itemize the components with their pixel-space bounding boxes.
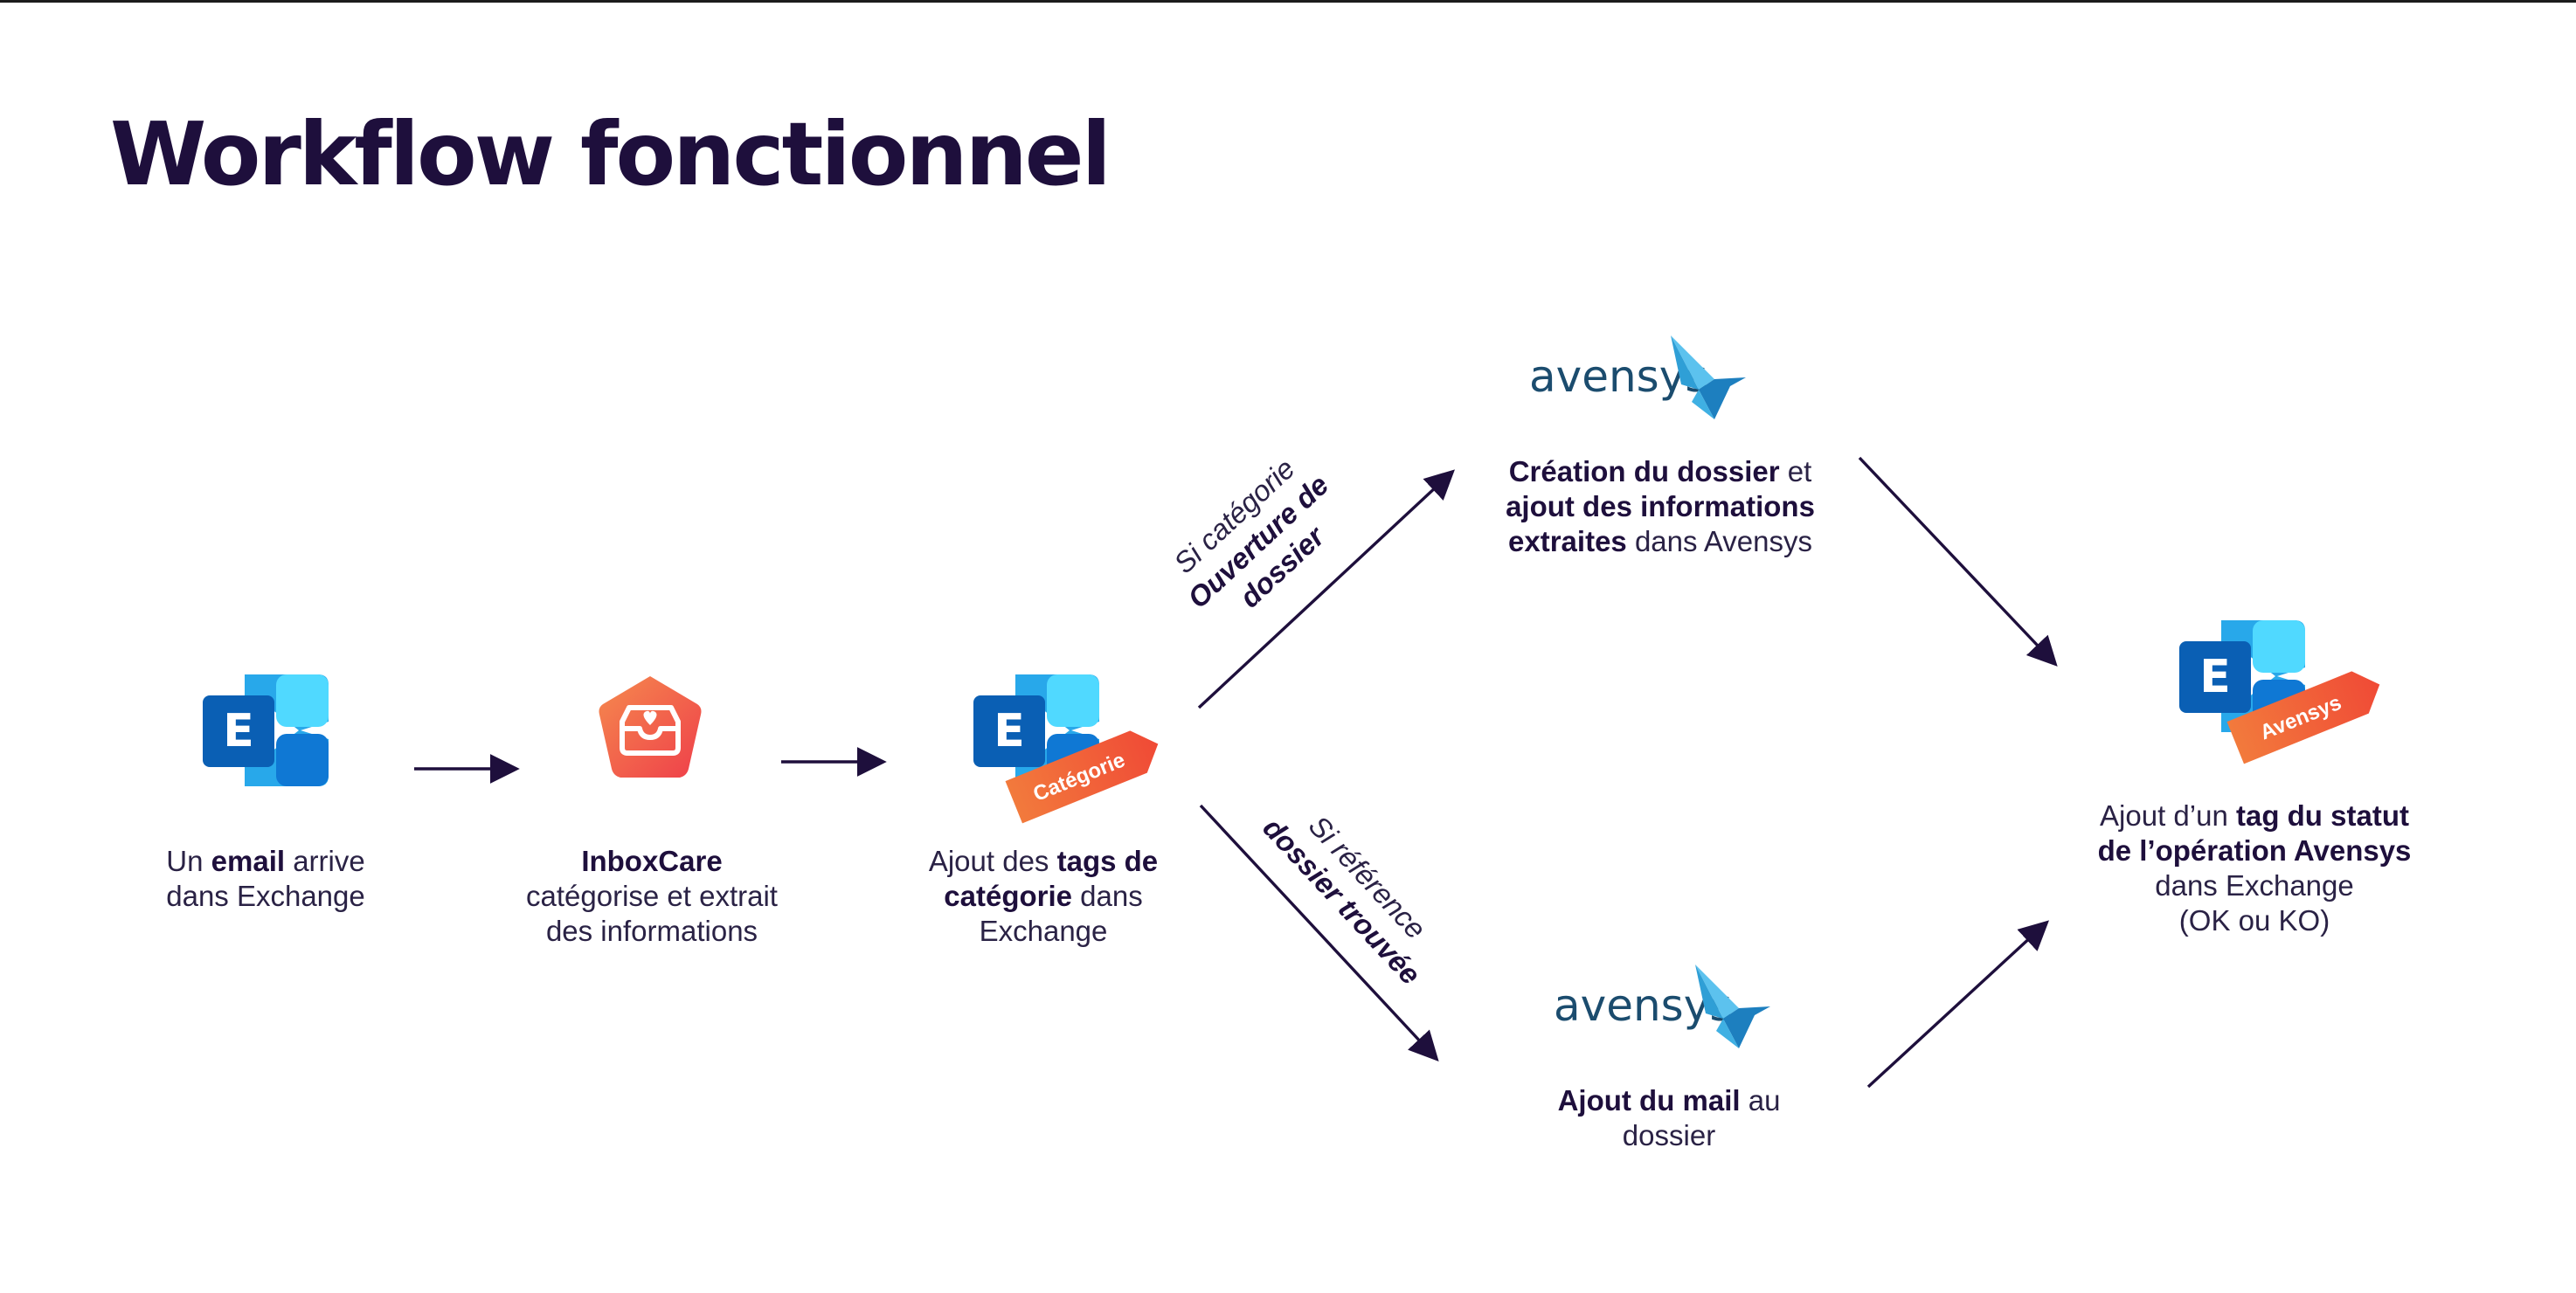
step-label-tags: Ajout des tags de catégorie dans Exchang… <box>928 845 1159 947</box>
svg-text:E: E <box>994 705 1025 757</box>
inboxcare-icon <box>599 676 702 778</box>
avensys-logo-top: avensys <box>1529 335 1746 419</box>
arrow-creation-to-status <box>1858 456 2058 667</box>
bird-icon <box>1695 965 1770 1048</box>
svg-text:E: E <box>2199 651 2231 703</box>
step-label-ajout-mail: Ajout du mail au dossier <box>1557 1084 1781 1151</box>
avensys-logo-bottom: avensys <box>1554 965 1770 1048</box>
arrow-ajout-mail-to-status <box>1866 920 2050 1089</box>
arrow-tags-to-ajout-mail <box>1199 804 1439 1061</box>
exchange-category-tag-icon: E Catégorie <box>973 674 1159 824</box>
exchange-letter: E <box>223 705 254 757</box>
step-label-status: Ajout d’un tag du statut de l’opération … <box>2097 799 2412 937</box>
exchange-icon: E <box>203 674 329 786</box>
step-label-creation: Création du dossier et ajout des informa… <box>1506 455 1815 557</box>
bird-icon <box>1671 335 1746 419</box>
step-label-email: Un email arrive dans Exchange <box>166 845 365 912</box>
step-label-inboxcare: InboxCare catégorise et extrait des info… <box>526 845 778 947</box>
arrow-tags-to-creation <box>1197 469 1455 709</box>
page-title: Workflow fonctionnel <box>110 103 1111 205</box>
exchange-avensys-tag-icon: E Avensys <box>2179 620 2380 764</box>
top-border <box>0 0 2576 3</box>
